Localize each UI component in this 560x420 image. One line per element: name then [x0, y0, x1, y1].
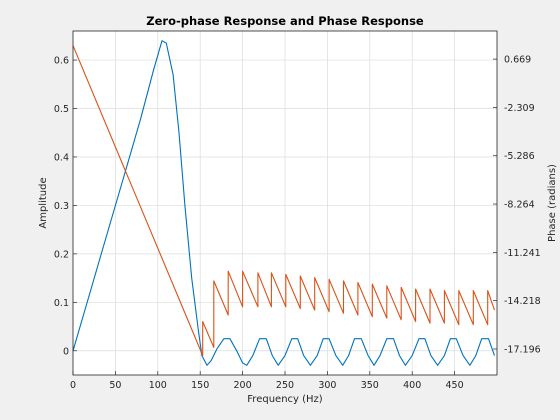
x-tick-label: 250 [276, 380, 294, 391]
right-axis-label: Phase (radians) [547, 164, 558, 242]
right-tick-label: -11.241 [504, 248, 541, 259]
x-tick-label: 50 [109, 380, 121, 391]
left-tick-label: 0.3 [54, 201, 69, 212]
grid-lines [72, 31, 497, 375]
phase-response-line [72, 45, 496, 357]
x-tick-label: 100 [149, 380, 167, 391]
right-tick-label: -17.196 [504, 344, 541, 355]
x-tick-label: 400 [403, 380, 421, 391]
left-tick-label: 0.4 [54, 152, 69, 163]
x-tick-label: 0 [70, 380, 76, 391]
chart-title: Zero-phase Response and Phase Response [146, 14, 424, 28]
x-tick-label: 450 [446, 380, 464, 391]
left-axis-label: Amplitude [38, 177, 49, 228]
right-tick-label: -8.264 [504, 200, 535, 211]
left-tick-label: 0.6 [54, 56, 69, 67]
x-axis-label: Frequency (Hz) [247, 394, 323, 405]
right-tick-label: -14.218 [504, 296, 541, 307]
series-layer [72, 40, 496, 366]
right-tick-label: 0.669 [504, 55, 531, 66]
x-tick-label: 350 [361, 380, 379, 391]
right-tick-label: -2.309 [504, 103, 535, 114]
zero-phase-response-line [72, 40, 496, 366]
left-tick-label: 0.1 [54, 298, 69, 309]
right-tick-label: -5.286 [504, 151, 535, 162]
left-tick-label: 0.5 [54, 104, 69, 115]
x-tick-label: 150 [191, 380, 209, 391]
left-tick-label: 0 [63, 346, 69, 357]
x-tick-label: 200 [234, 380, 252, 391]
left-tick-label: 0.2 [54, 249, 69, 260]
x-tick-label: 300 [318, 380, 336, 391]
axis-ticks: 0 50 100 150 200 250 300 350 400 450 0 0.1 0.2 0.3 0.4… [54, 55, 541, 391]
